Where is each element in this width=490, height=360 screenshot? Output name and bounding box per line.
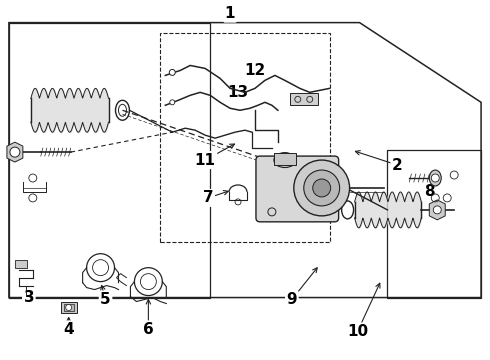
Circle shape: [313, 179, 331, 197]
Text: 5: 5: [100, 292, 111, 307]
Circle shape: [304, 170, 340, 206]
Text: 13: 13: [227, 85, 248, 100]
FancyBboxPatch shape: [256, 156, 339, 222]
Circle shape: [170, 100, 175, 105]
Circle shape: [10, 147, 20, 157]
Text: 10: 10: [347, 324, 368, 339]
Circle shape: [169, 69, 175, 75]
Text: 2: 2: [392, 158, 403, 172]
Polygon shape: [429, 200, 445, 220]
Text: 4: 4: [63, 322, 74, 337]
Bar: [15, 260, 27, 268]
Bar: [290, 93, 318, 105]
Circle shape: [431, 174, 439, 182]
Bar: [61, 302, 76, 314]
Circle shape: [433, 206, 441, 214]
Bar: [64, 303, 74, 311]
Text: 1: 1: [225, 6, 235, 21]
Text: 7: 7: [203, 190, 214, 206]
Circle shape: [66, 305, 72, 310]
Ellipse shape: [274, 153, 296, 167]
Ellipse shape: [429, 170, 441, 186]
Polygon shape: [7, 142, 23, 162]
Circle shape: [294, 160, 349, 216]
Text: 3: 3: [24, 290, 34, 305]
Bar: [274, 153, 296, 165]
Text: 11: 11: [195, 153, 216, 167]
Text: 12: 12: [245, 63, 266, 78]
Text: 8: 8: [424, 184, 435, 199]
Text: 6: 6: [143, 322, 154, 337]
Text: 9: 9: [287, 292, 297, 307]
